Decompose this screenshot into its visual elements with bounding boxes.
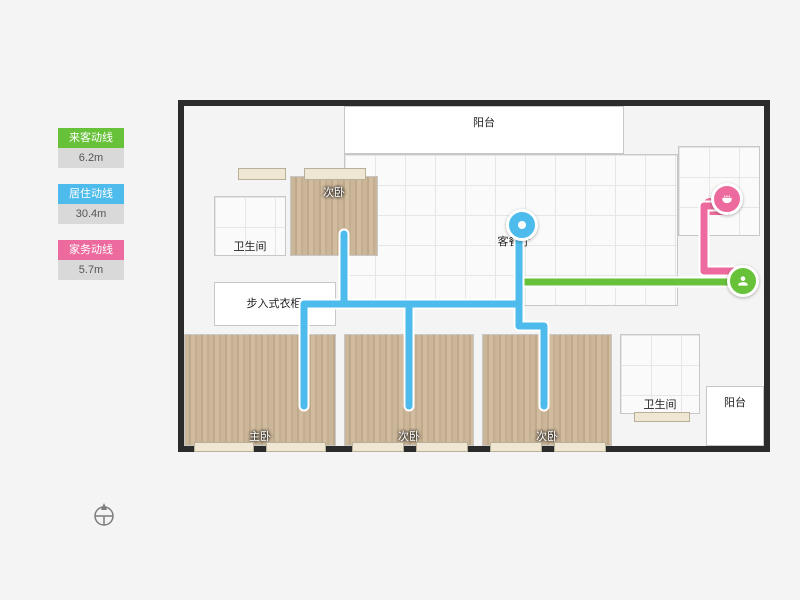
legend-guest-value: 6.2m bbox=[58, 148, 124, 168]
legend-living-title: 居住动线 bbox=[58, 184, 124, 204]
marker-living-start bbox=[506, 209, 538, 241]
door-block-2 bbox=[194, 442, 254, 452]
dot-icon bbox=[517, 220, 527, 230]
door-block-8 bbox=[634, 412, 690, 422]
legend-living-value: 30.4m bbox=[58, 204, 124, 224]
door-block-7 bbox=[554, 442, 606, 452]
legend-guest-title: 来客动线 bbox=[58, 128, 124, 148]
room-balcony-top-label: 阳台 bbox=[471, 112, 497, 134]
legend-housework-value: 5.7m bbox=[58, 260, 124, 280]
legend-housework-title: 家务动线 bbox=[58, 240, 124, 260]
marker-entry-guest bbox=[727, 265, 759, 297]
room-bath-top-label: 卫生间 bbox=[232, 236, 269, 258]
door-block-5 bbox=[416, 442, 468, 452]
door-block-1 bbox=[304, 168, 366, 180]
room-bed2-top-label: 次卧 bbox=[321, 182, 347, 204]
pot-icon bbox=[720, 192, 734, 206]
room-walkin-label: 步入式衣柜 bbox=[245, 293, 304, 315]
door-block-0 bbox=[238, 168, 286, 180]
legend-guest: 来客动线6.2m bbox=[58, 128, 124, 168]
compass-icon bbox=[90, 500, 118, 528]
door-block-3 bbox=[266, 442, 326, 452]
door-block-4 bbox=[352, 442, 404, 452]
legend-housework: 家务动线5.7m bbox=[58, 240, 124, 280]
outer-wall-3 bbox=[764, 100, 770, 452]
floorplan: 阳台客餐厅厨房卫生间次卧步入式衣柜主卧次卧次卧卫生间阳台 bbox=[184, 106, 764, 486]
room-balcony-bot-label: 阳台 bbox=[722, 392, 748, 414]
marker-kitchen-goal bbox=[711, 183, 743, 215]
person-icon bbox=[736, 274, 750, 288]
legend-living: 居住动线30.4m bbox=[58, 184, 124, 224]
door-block-6 bbox=[490, 442, 542, 452]
